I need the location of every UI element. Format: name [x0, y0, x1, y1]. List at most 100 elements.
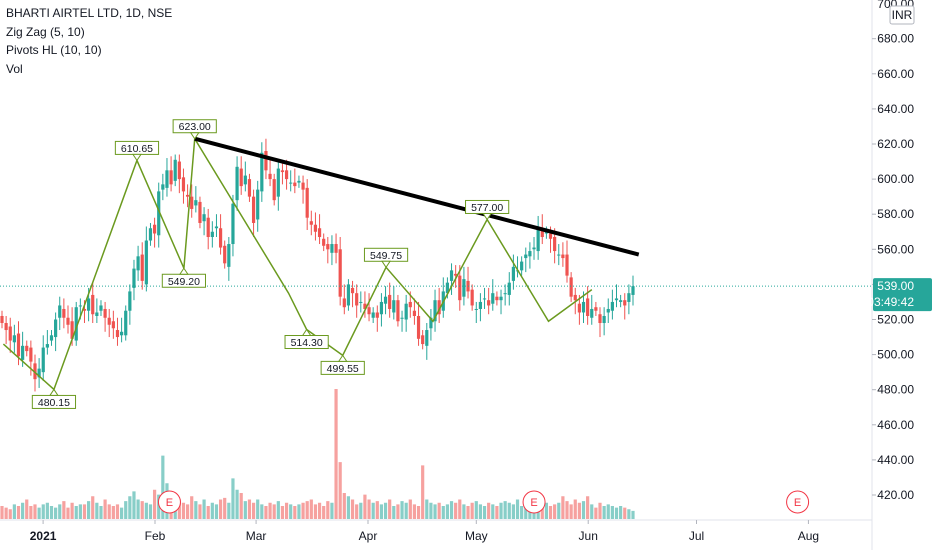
volume-bar — [445, 504, 450, 519]
volume-bar — [280, 506, 285, 519]
volume-bar — [297, 504, 301, 519]
price-tick-label: 640.00 — [877, 102, 914, 116]
price-tick-label: 620.00 — [877, 137, 914, 151]
candle-body — [16, 333, 21, 357]
candle-body — [396, 300, 400, 322]
volume-bar — [416, 506, 421, 519]
earnings-marker[interactable]: E — [786, 490, 810, 514]
volume-bar — [132, 491, 136, 519]
symbol-title[interactable]: BHARTI AIRTEL LTD, 1D, NSE — [6, 6, 173, 20]
countdown-label: 03:49:42 — [867, 295, 914, 309]
candle-body — [297, 180, 301, 183]
candle-body — [470, 289, 474, 306]
pivot-label-text: 577.00 — [471, 202, 503, 214]
volume-bar — [540, 504, 544, 519]
pivot-label-text: 549.75 — [370, 250, 402, 262]
pivot-labels: 480.15 610.65 549.20 623.00 514.30 499.55 549.… — [31, 119, 510, 409]
zigzag-line — [2, 136, 593, 391]
trendline[interactable] — [194, 136, 640, 257]
candle-body — [524, 254, 528, 259]
candle-body — [416, 315, 421, 339]
candle-body — [400, 317, 404, 319]
price-tick-label: 680.00 — [877, 32, 914, 46]
zigzag-indicator-label[interactable]: Zig Zag (5, 10) — [6, 24, 85, 39]
candle-body — [619, 300, 623, 302]
volume-bar — [87, 501, 91, 519]
candle-body — [272, 179, 276, 201]
volume-bar — [37, 507, 41, 519]
candle-body — [437, 300, 441, 315]
volume-bar — [49, 506, 54, 519]
candle-body — [474, 308, 478, 310]
volume-bar — [305, 501, 309, 519]
volume-bar — [557, 502, 561, 519]
price-tick-label: 460.00 — [877, 418, 914, 432]
earnings-marker[interactable]: E — [157, 490, 181, 514]
candle-body — [548, 233, 553, 239]
candle-body — [631, 286, 635, 295]
volume-bar — [577, 502, 581, 519]
volume-bar — [631, 510, 635, 519]
candle-body — [342, 298, 346, 308]
candle-body — [169, 170, 173, 185]
volume-bar — [33, 504, 37, 519]
candle-body — [322, 238, 326, 246]
candle-body — [66, 317, 70, 325]
volume-bar — [16, 506, 21, 519]
volume-bar — [78, 504, 82, 519]
volume-indicator-label[interactable]: Vol — [6, 61, 23, 76]
volume-bar — [214, 504, 219, 519]
candle-body — [218, 228, 223, 248]
volume-bar — [495, 506, 499, 519]
candle-body — [371, 312, 375, 318]
candle-body — [586, 298, 590, 316]
volume-bar — [482, 506, 487, 519]
candle-body — [334, 244, 338, 253]
candle-body — [602, 315, 606, 324]
candle-body — [136, 256, 140, 271]
volume-bar — [91, 496, 95, 519]
candle-body — [152, 224, 157, 234]
volume-bar — [581, 501, 586, 519]
time-tick-label: Mar — [246, 529, 267, 543]
candle-body — [487, 300, 491, 306]
volume-bar — [29, 506, 33, 519]
candle-body — [206, 217, 210, 238]
candle-body — [12, 335, 16, 343]
volume-bar — [511, 504, 515, 519]
candle-body — [536, 228, 540, 252]
volume-bar — [400, 501, 404, 519]
volume-bar — [181, 502, 186, 519]
volume-bar — [260, 504, 264, 519]
candle-body — [256, 189, 260, 220]
volume-bar — [346, 496, 351, 519]
pivot-label-text: 480.15 — [38, 397, 70, 409]
volume-bar — [272, 504, 276, 519]
volume-bar — [95, 502, 99, 519]
volume-bar — [293, 506, 297, 519]
volume-bar — [256, 499, 260, 519]
volume-bar — [520, 506, 524, 519]
candle-body — [412, 310, 417, 316]
candle-body — [103, 308, 107, 318]
time-axis[interactable]: 2021 Feb Mar Apr May Jun Jul Aug — [30, 520, 819, 543]
volume-bar — [25, 499, 29, 519]
pivots-indicator-label[interactable]: Pivots HL (10, 10) — [6, 43, 102, 57]
candle-body — [528, 251, 532, 257]
time-tick-label: Jul — [689, 529, 704, 543]
volume-bar — [433, 504, 437, 519]
candle-body — [590, 308, 594, 318]
volume-bar — [144, 502, 148, 519]
volume-bar — [82, 504, 87, 519]
pivot-label-text: 499.55 — [327, 363, 359, 375]
candle-body — [350, 287, 355, 294]
candle-body — [70, 321, 74, 339]
volume-bar — [342, 493, 346, 519]
volume-bar — [202, 499, 206, 519]
earnings-marker[interactable]: E — [522, 490, 546, 514]
candle-body — [573, 294, 577, 301]
currency-box[interactable] — [889, 5, 915, 25]
price-axis[interactable]: 680.00 660.00 640.00 620.00 600.00 580.00 560.… — [867, 0, 932, 502]
